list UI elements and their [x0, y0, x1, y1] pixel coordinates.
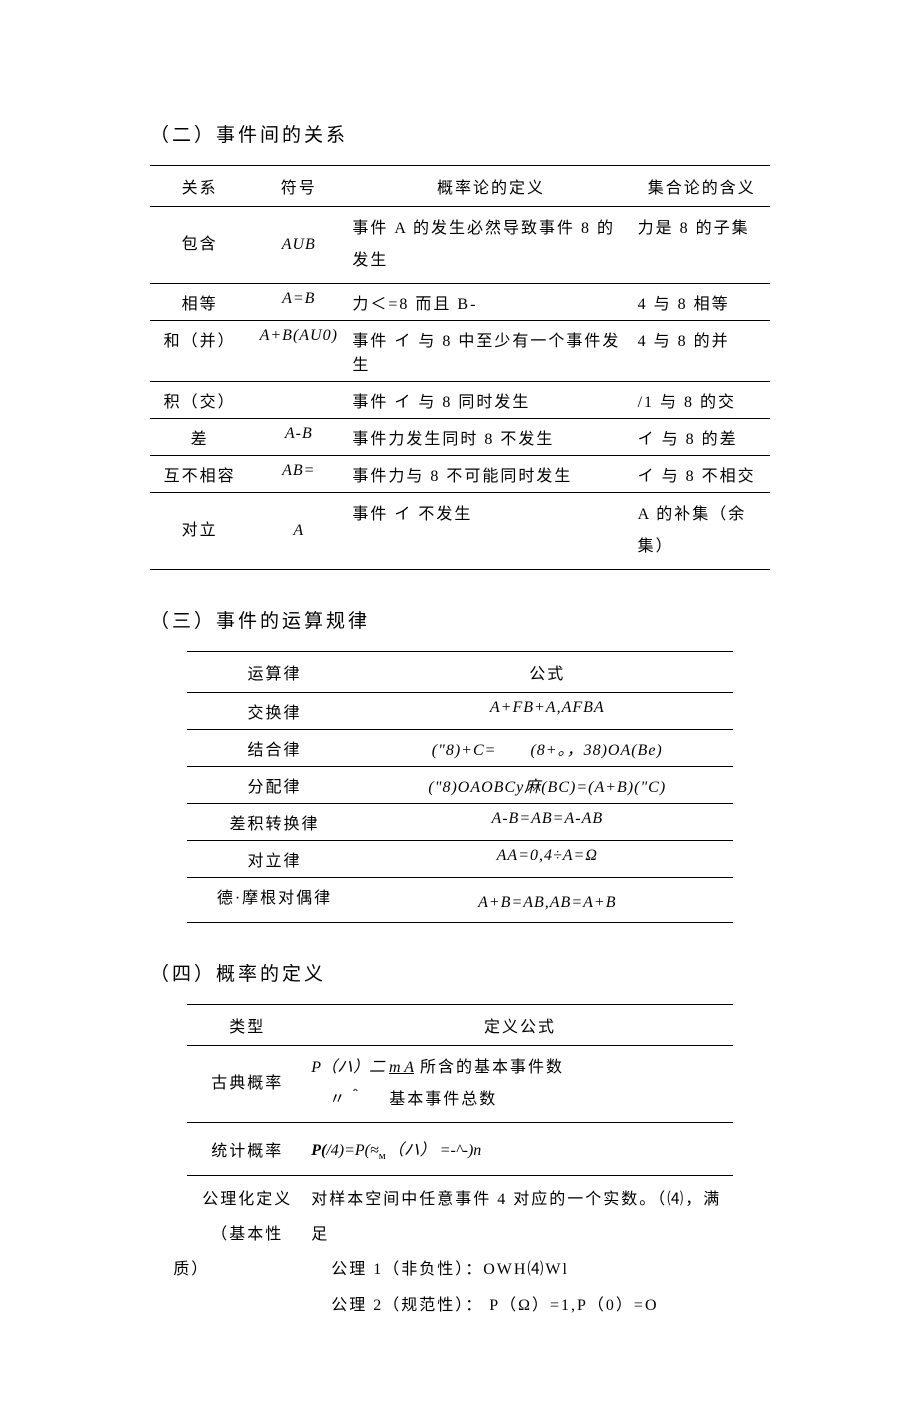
- cell-def: 事件力发生同时 8 不发生: [348, 419, 633, 456]
- cell-symbol: AUB: [249, 207, 348, 284]
- table-row: 互不相容 AB= 事件力与 8 不可能同时发生 イ 与 8 不相交: [150, 456, 770, 493]
- table-row: 交换律 A+FB+A,AFBA: [187, 693, 733, 730]
- cell-formula: ("8)OAOBCy麻(BC)=(A+B)("C): [362, 767, 733, 804]
- cell-law: 差积转换律: [187, 804, 362, 841]
- cell-relation: 互不相容: [150, 456, 249, 493]
- cell-set: イ 与 8 的差: [634, 419, 770, 456]
- formula-part: 〃＾ 基本事件总数: [311, 1091, 497, 1108]
- section-4-heading: （四）概率的定义: [150, 959, 770, 986]
- cell-formula: 对样本空间中任意事件 4 对应的一个实数。（⑷，满足 公理 1（非负性）：OWH…: [307, 1176, 733, 1329]
- cell-law: 对立律: [187, 841, 362, 878]
- cell-set: イ 与 8 不相交: [634, 456, 770, 493]
- cell-formula: P（ハ）二 m A 所含的基本事件数 〃＾ 基本事件总数: [307, 1046, 733, 1123]
- table-row: 古典概率 P（ハ）二 m A 所含的基本事件数 〃＾ 基本事件总数: [187, 1046, 733, 1123]
- type-line: 质）: [173, 1252, 303, 1287]
- table-row: 差 A-B 事件力发生同时 8 不发生 イ 与 8 的差: [150, 419, 770, 456]
- cell-symbol: AB=: [249, 456, 348, 493]
- col-prob-def: 概率论的定义: [348, 166, 633, 207]
- cell-def: 事件 イ 与 8 中至少有一个事件发生: [348, 321, 633, 382]
- cell-def: 事件 イ 与 8 同时发生: [348, 382, 633, 419]
- col-formula: 公式: [362, 652, 733, 693]
- formula-part: 所含的基本事件数: [414, 1059, 564, 1076]
- axiom-line: 对样本空间中任意事件 4 对应的一个实数。（⑷，满足: [311, 1191, 721, 1243]
- col-def-formula: 定义公式: [307, 1005, 733, 1046]
- cell-law: 分配律: [187, 767, 362, 804]
- formula-part: P(: [311, 1142, 326, 1159]
- table-operation-laws: 运算律 公式 交换律 A+FB+A,AFBA 结合律 ("8)+C= (8+。，…: [187, 651, 733, 923]
- cell-def: 力＜=8 而且 B-: [348, 284, 633, 321]
- table-row: 对立 A 事件 イ 不发生 A 的补集（余集）: [150, 493, 770, 570]
- cell-law: 德·摩根对偶律: [187, 878, 362, 923]
- col-relation: 关系: [150, 166, 249, 207]
- cell-symbol: A=B: [249, 284, 348, 321]
- formula-part: /4)=P(≈: [326, 1142, 378, 1159]
- formula-part: P（ハ）二: [311, 1059, 389, 1076]
- cell-type: 公理化定义 （基本性 质）: [187, 1176, 307, 1329]
- cell-def: 事件力与 8 不可能同时发生: [348, 456, 633, 493]
- cell-formula: A-B=AB=A-AB: [362, 804, 733, 841]
- formula-part: ᴍ: [379, 1150, 388, 1162]
- table-row: 相等 A=B 力＜=8 而且 B- 4 与 8 相等: [150, 284, 770, 321]
- table-row: 分配律 ("8)OAOBCy麻(BC)=(A+B)("C): [187, 767, 733, 804]
- cell-symbol: A: [249, 493, 348, 570]
- cell-relation: 和（并）: [150, 321, 249, 382]
- table-row: 和（并） A+B(AU0) 事件 イ 与 8 中至少有一个事件发生 4 与 8 …: [150, 321, 770, 382]
- table-row: 差积转换律 A-B=AB=A-AB: [187, 804, 733, 841]
- col-set-meaning: 集合论的含义: [634, 166, 770, 207]
- cell-def: 事件 イ 不发生: [348, 493, 633, 570]
- cell-type: 统计概率: [187, 1123, 307, 1176]
- table-event-relations: 关系 符号 概率论的定义 集合论的含义 包含 AUB 事件 A 的发生必然导致事…: [150, 165, 770, 570]
- table-probability-definitions: 类型 定义公式 古典概率 P（ハ）二 m A 所含的基本事件数 〃＾ 基本事件总…: [187, 1004, 733, 1329]
- col-symbol: 符号: [249, 166, 348, 207]
- cell-formula: A+B=AB,AB=A+B: [362, 878, 733, 923]
- cell-formula: ("8)+C= (8+。，38)OA(Be): [362, 730, 733, 767]
- formula-part: m A: [389, 1059, 414, 1076]
- cell-symbol: [249, 382, 348, 419]
- axiom-line: 公理 1（非负性）：OWH⑷Wl: [311, 1252, 569, 1287]
- cell-set: /1 与 8 的交: [634, 382, 770, 419]
- cell-relation: 积（交）: [150, 382, 249, 419]
- table-row: 德·摩根对偶律 A+B=AB,AB=A+B: [187, 878, 733, 923]
- cell-symbol: A-B: [249, 419, 348, 456]
- cell-relation: 相等: [150, 284, 249, 321]
- cell-formula: P(/4)=P(≈ᴍ（ハ） =-^-)n: [307, 1123, 733, 1176]
- cell-relation: 差: [150, 419, 249, 456]
- cell-relation: 包含: [150, 207, 249, 284]
- table-row: 包含 AUB 事件 A 的发生必然导致事件 8 的发生 力是 8 的子集: [150, 207, 770, 284]
- table-row: 公理化定义 （基本性 质） 对样本空间中任意事件 4 对应的一个实数。（⑷，满足…: [187, 1176, 733, 1329]
- section-3-heading: （三）事件的运算规律: [150, 606, 770, 633]
- cell-relation: 对立: [150, 493, 249, 570]
- cell-set: 4 与 8 的并: [634, 321, 770, 382]
- table-row: 对立律 AA=0,4÷A=Ω: [187, 841, 733, 878]
- table-header-row: 关系 符号 概率论的定义 集合论的含义: [150, 166, 770, 207]
- cell-formula: A+FB+A,AFBA: [362, 693, 733, 730]
- table-header-row: 运算律 公式: [187, 652, 733, 693]
- cell-symbol: A+B(AU0): [249, 321, 348, 382]
- cell-set: 4 与 8 相等: [634, 284, 770, 321]
- cell-formula: AA=0,4÷A=Ω: [362, 841, 733, 878]
- col-type: 类型: [187, 1005, 307, 1046]
- cell-set: A 的补集（余集）: [634, 493, 770, 570]
- col-law: 运算律: [187, 652, 362, 693]
- section-2-heading: （二）事件间的关系: [150, 120, 770, 147]
- table-row: 积（交） 事件 イ 与 8 同时发生 /1 与 8 的交: [150, 382, 770, 419]
- formula-part: （ハ） =-^-)n: [388, 1142, 482, 1159]
- cell-law: 结合律: [187, 730, 362, 767]
- axiom-line: 公理 2（规范性）： P（Ω）=1,P（0）=O: [311, 1288, 658, 1323]
- table-header-row: 类型 定义公式: [187, 1005, 733, 1046]
- cell-law: 交换律: [187, 693, 362, 730]
- type-line: 公理化定义: [202, 1191, 292, 1208]
- cell-def: 事件 A 的发生必然导致事件 8 的发生: [348, 207, 633, 284]
- table-row: 统计概率 P(/4)=P(≈ᴍ（ハ） =-^-)n: [187, 1123, 733, 1176]
- type-line: （基本性: [211, 1226, 283, 1243]
- document-page: （二）事件间的关系 关系 符号 概率论的定义 集合论的含义 包含 AUB 事件 …: [0, 0, 920, 1425]
- cell-type: 古典概率: [187, 1046, 307, 1123]
- cell-set: 力是 8 的子集: [634, 207, 770, 284]
- table-row: 结合律 ("8)+C= (8+。，38)OA(Be): [187, 730, 733, 767]
